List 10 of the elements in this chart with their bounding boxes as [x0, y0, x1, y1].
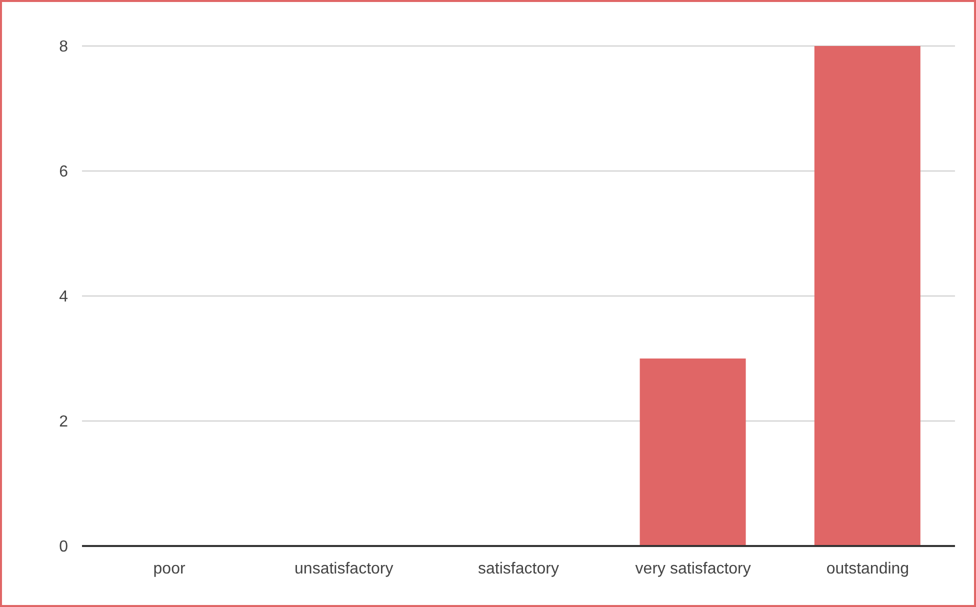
x-tick-label: poor: [153, 560, 186, 578]
y-tick-label: 0: [59, 538, 68, 556]
y-tick-label: 4: [59, 288, 68, 306]
x-tick-label: satisfactory: [478, 560, 559, 578]
x-tick-label: outstanding: [826, 560, 910, 578]
y-tick-label: 8: [59, 38, 68, 56]
y-tick-label: 6: [59, 164, 68, 181]
x-tick-label: unsatisfactory: [294, 560, 394, 578]
x-tick-label: very satisfactory: [635, 560, 751, 578]
y-tick-label: 2: [59, 414, 68, 431]
